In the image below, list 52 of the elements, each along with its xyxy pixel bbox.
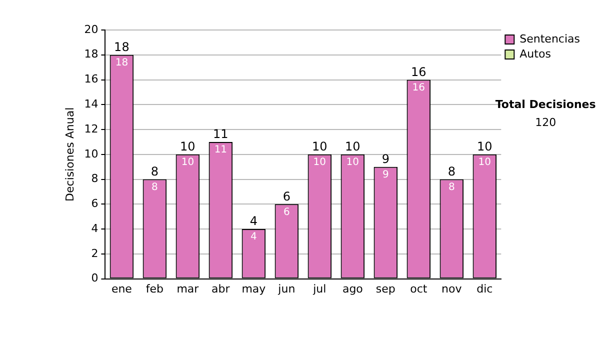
y-tick-label: 18 bbox=[84, 48, 98, 61]
total-label: 8 bbox=[150, 164, 159, 178]
total-label: 10 bbox=[345, 140, 360, 154]
total-label: 11 bbox=[213, 127, 228, 142]
data-label: 10 bbox=[313, 156, 326, 168]
y-tick-label: 10 bbox=[84, 147, 98, 160]
total-label: 16 bbox=[411, 64, 426, 79]
total-label: 9 bbox=[382, 152, 390, 166]
y-tick-label: 20 bbox=[84, 22, 98, 36]
x-tick-label: feb bbox=[146, 282, 164, 296]
total-label: 10 bbox=[180, 140, 196, 154]
y-tick-label: 16 bbox=[84, 72, 98, 86]
total-label: 4 bbox=[250, 214, 258, 228]
total-label: 10 bbox=[312, 140, 328, 154]
text: 120 bbox=[535, 116, 556, 129]
x-tick-label: mar bbox=[176, 282, 200, 296]
x-tick-label: oct bbox=[410, 282, 428, 296]
x-tick-label: dic bbox=[476, 282, 493, 296]
y-tick-label: 0 bbox=[91, 272, 98, 285]
legend-label: Autos bbox=[520, 47, 552, 60]
data-label: 10 bbox=[478, 156, 492, 168]
data-label: 18 bbox=[115, 57, 128, 68]
total-label: 18 bbox=[114, 40, 130, 54]
x-tick-label: ago bbox=[342, 282, 364, 296]
x-tick-label: may bbox=[242, 282, 266, 296]
x-tick-label: ene bbox=[111, 282, 132, 296]
data-label: 8 bbox=[152, 182, 158, 193]
y-tick-label: 8 bbox=[91, 172, 98, 186]
x-tick-label: sep bbox=[376, 282, 396, 296]
data-label: 9 bbox=[382, 169, 389, 180]
data-label: 8 bbox=[448, 182, 455, 193]
total-label: 6 bbox=[282, 189, 290, 204]
legend-label: Sentencias bbox=[520, 32, 580, 46]
data-label: 4 bbox=[250, 232, 257, 243]
y-tick-label: 6 bbox=[91, 197, 98, 210]
data-label: 6 bbox=[283, 206, 290, 218]
x-tick-label: nov bbox=[442, 282, 462, 296]
data-label: 11 bbox=[214, 144, 228, 156]
data-label: 10 bbox=[181, 156, 194, 168]
x-tick-label: abr bbox=[212, 282, 230, 296]
annotation: Total Decisiones bbox=[495, 98, 596, 111]
y-tick-label: 12 bbox=[84, 122, 98, 136]
x-tick-label: jul bbox=[312, 282, 326, 296]
y-axis-title: Decisiones Anual bbox=[63, 107, 76, 202]
y-tick-label: 4 bbox=[91, 222, 98, 235]
total-label: 8 bbox=[448, 164, 456, 178]
x-tick-label: jun bbox=[277, 282, 296, 296]
data-label: 10 bbox=[346, 156, 360, 168]
y-tick-label: 14 bbox=[84, 98, 98, 110]
y-tick-label: 2 bbox=[91, 246, 98, 260]
total-label: 10 bbox=[477, 140, 492, 154]
data-label: 16 bbox=[412, 82, 426, 94]
